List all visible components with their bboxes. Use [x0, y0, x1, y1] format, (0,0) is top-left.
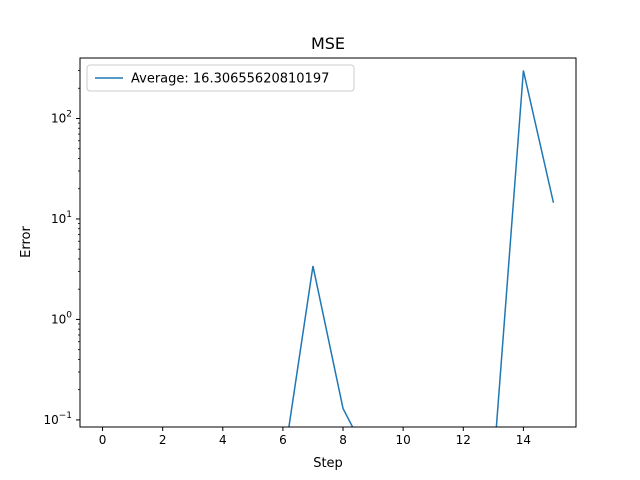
x-tick-label: 2	[159, 433, 167, 447]
y-tick-exponent: 0	[66, 310, 72, 320]
series-line	[288, 70, 555, 427]
legend-box	[86, 64, 355, 92]
y-tick-base: 10	[51, 312, 66, 326]
x-tick-label: 10	[396, 433, 411, 447]
y-tick-base: 10	[43, 413, 58, 427]
y-tick-base: 10	[51, 111, 66, 125]
series-layer	[288, 70, 555, 427]
x-tick-label: 6	[279, 433, 287, 447]
y-tick-label: 102	[51, 109, 72, 125]
y-axis-label: Error	[19, 226, 34, 258]
x-tick-label: 4	[219, 433, 227, 447]
x-axis-ticks: 0 2 4 6 8 10 12 14	[99, 427, 531, 447]
y-tick-label: 100	[51, 310, 72, 326]
chart-title: MSE	[311, 34, 345, 53]
x-tick-label: 14	[516, 433, 531, 447]
y-tick-exponent: 2	[66, 109, 72, 119]
plot-area	[79, 57, 577, 428]
y-tick-label: 101	[51, 210, 72, 226]
x-tick-label: 0	[99, 433, 107, 447]
x-tick-label: 12	[456, 433, 471, 447]
x-axis-label: Step	[313, 456, 343, 471]
y-tick-exponent: −1	[59, 411, 72, 421]
legend-label: Average: 16.30655620810197	[131, 72, 329, 87]
y-tick-base: 10	[51, 212, 66, 226]
y-tick-exponent: 1	[66, 210, 72, 220]
x-tick-label: 8	[339, 433, 347, 447]
axes-frame	[79, 57, 577, 428]
legend: Average: 16.30655620810197	[86, 64, 355, 92]
y-tick-label: 10−1	[43, 411, 72, 427]
